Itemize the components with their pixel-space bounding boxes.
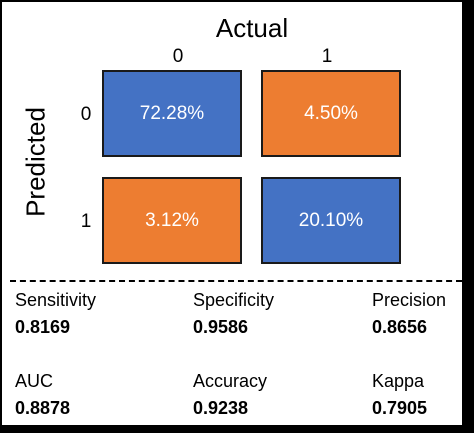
metric-accuracy-label: Accuracy [193, 371, 268, 391]
actual-axis-title: Actual [215, 13, 289, 43]
metric-sensitivity-value: 0.8169 [15, 317, 71, 337]
cell-pred0-act0: 72.28% [102, 70, 242, 157]
metric-kappa-value: 0.7905 [372, 398, 428, 418]
metric-sensitivity-label: Sensitivity [15, 290, 97, 310]
metric-auc-label: AUC [15, 371, 54, 391]
col-label-1: 1 [321, 46, 333, 67]
cell-pred1-act1: 20.10% [261, 177, 401, 264]
metric-specificity-label: Specificity [193, 290, 275, 310]
confusion-matrix-panel: Actual 0 1 Predicted 0 1 72.28% 4.50% 3.… [0, 0, 464, 427]
row-label-0: 0 [80, 104, 92, 125]
metric-precision-value: 0.8656 [372, 317, 428, 337]
metric-precision-label: Precision [372, 290, 447, 310]
metric-kappa-label: Kappa [372, 371, 425, 391]
predicted-axis-title: Predicted [20, 107, 51, 217]
cell-pred1-act0: 3.12% [102, 177, 242, 264]
cell-pred0-act1: 4.50% [261, 70, 401, 157]
metric-auc-value: 0.8878 [15, 398, 71, 418]
col-label-0: 0 [172, 46, 184, 67]
row-label-1: 1 [80, 211, 92, 232]
metric-specificity-value: 0.9586 [193, 317, 249, 337]
metric-accuracy-value: 0.9238 [193, 398, 249, 418]
dashed-divider [10, 280, 462, 282]
